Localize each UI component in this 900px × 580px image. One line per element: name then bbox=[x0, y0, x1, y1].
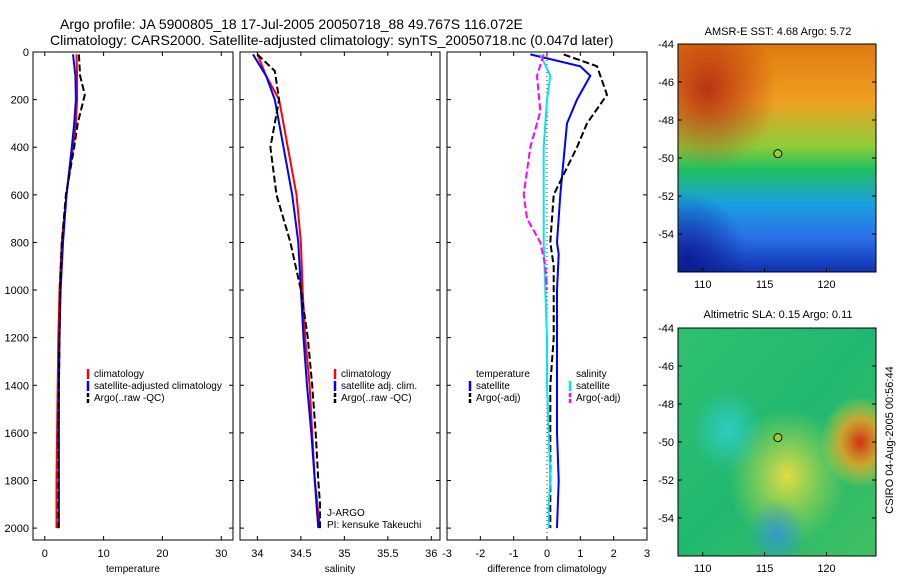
x-tick-label: 35.5 bbox=[377, 548, 398, 560]
legend-label: temperature bbox=[476, 369, 530, 380]
y-tick-label: 200 bbox=[11, 95, 29, 107]
legend-label: satellite bbox=[476, 381, 510, 392]
sla-map-panel: Altimetric SLA: 0.15 Argo: 0.11 110 115 12… bbox=[658, 309, 877, 575]
series-line bbox=[539, 53, 552, 529]
x-tick-label: 35 bbox=[338, 548, 350, 560]
x-tick-label: 1 bbox=[577, 548, 583, 560]
series-line bbox=[530, 53, 592, 529]
y-tick-label: 400 bbox=[11, 142, 29, 154]
x-tick-label: 0 bbox=[544, 548, 550, 560]
legend-label: climatology bbox=[341, 369, 391, 380]
y-tick-label: 1600 bbox=[5, 428, 29, 440]
legend-label: Argo(-adj) bbox=[576, 393, 620, 404]
map-y-tick-label: -52 bbox=[658, 191, 674, 203]
sla-map-title: Altimetric SLA: 0.15 Argo: 0.11 bbox=[704, 309, 853, 321]
map-y-tick-label: -52 bbox=[658, 475, 674, 487]
y-tick-label: 1000 bbox=[5, 285, 29, 297]
sst-map-panel: AMSR-E SST: 4.68 Argo: 5.72 110 115 120 -44… bbox=[658, 26, 877, 291]
legend-label: satellite-adjusted climatology bbox=[94, 381, 222, 392]
y-tick-label: 1800 bbox=[5, 475, 29, 487]
plot-frame bbox=[32, 51, 234, 541]
series-line bbox=[522, 54, 548, 291]
series-line bbox=[256, 54, 321, 529]
map-y-tick-label: -50 bbox=[658, 437, 674, 449]
series-line bbox=[256, 53, 321, 529]
temperature-panel: 0 10 20 30 temperature 0 200 400 600 800 1000 1200 1… bbox=[5, 47, 234, 575]
x-axis-label: salinity bbox=[325, 564, 356, 575]
y-tick-label: 1400 bbox=[5, 380, 29, 392]
x-tick-label: -1 bbox=[509, 548, 519, 560]
map-x-tick-label: 110 bbox=[694, 563, 712, 575]
y-tick-label: 600 bbox=[11, 190, 29, 202]
y-tick-label: 800 bbox=[11, 237, 29, 249]
float-location-marker bbox=[773, 433, 783, 443]
series-line bbox=[549, 53, 609, 529]
map-x-tick-label: 115 bbox=[756, 279, 774, 291]
salinity-panel: 34 34.5 35 35.5 36 salinity climatologysatelli… bbox=[239, 51, 441, 575]
legend-label: salinity bbox=[576, 369, 607, 380]
legend-label: climatology bbox=[94, 369, 144, 380]
plot-frame bbox=[239, 51, 441, 541]
pi-annotation: PI: kensuke Takeuchi bbox=[327, 520, 421, 531]
figure-title-line2: Climatology: CARS2000. Satellite-adjuste… bbox=[50, 32, 613, 48]
map-x-tick-label: 115 bbox=[756, 563, 774, 575]
x-tick-label: 20 bbox=[156, 548, 168, 560]
x-tick-label: 3 bbox=[644, 548, 650, 560]
map-y-tick-label: -54 bbox=[658, 229, 674, 241]
x-tick-label: -2 bbox=[475, 548, 485, 560]
x-tick-label: 0 bbox=[42, 548, 48, 560]
y-tick-label: 2000 bbox=[5, 523, 29, 535]
map-y-tick-label: -48 bbox=[658, 399, 674, 411]
x-tick-label: 30 bbox=[215, 548, 227, 560]
map-y-tick-label: -46 bbox=[658, 361, 674, 373]
map-y-tick-label: -54 bbox=[658, 513, 674, 525]
y-tick-label: 1200 bbox=[5, 333, 29, 345]
x-axis-label: temperature bbox=[106, 564, 160, 575]
map-y-tick-label: -44 bbox=[658, 323, 674, 335]
x-tick-label: -3 bbox=[442, 548, 452, 560]
legend-label: satellite adj. clim. bbox=[341, 381, 417, 392]
map-y-tick-label: -46 bbox=[658, 77, 674, 89]
legend-label: satellite bbox=[576, 381, 610, 392]
x-axis-label: difference from climatology bbox=[487, 564, 606, 575]
side-stamp: CSIRO 04-Aug-2005 00:56:44 bbox=[884, 366, 896, 513]
map-y-tick-label: -44 bbox=[658, 39, 674, 51]
legend-label: Argo(..raw -QC) bbox=[94, 393, 165, 404]
map-x-tick-label: 110 bbox=[694, 279, 712, 291]
series-line bbox=[57, 54, 86, 529]
figure-title-line1: Argo profile: JA 5900805_18 17-Jul-2005 … bbox=[60, 16, 523, 32]
difference-panel: -3 -2 -1 0 1 2 3 difference from climatology tem… bbox=[442, 51, 650, 575]
map-x-tick-label: 120 bbox=[817, 279, 835, 291]
float-location-marker bbox=[773, 149, 783, 159]
x-tick-label: 36 bbox=[425, 548, 437, 560]
series-line bbox=[57, 54, 77, 529]
x-tick-label: 34 bbox=[251, 548, 263, 560]
x-tick-label: 34.5 bbox=[290, 548, 311, 560]
y-tick-label: 0 bbox=[23, 47, 29, 59]
series-line bbox=[252, 53, 320, 529]
map-y-tick-label: -50 bbox=[658, 153, 674, 165]
x-tick-label: 2 bbox=[611, 548, 617, 560]
x-tick-label: 10 bbox=[97, 548, 109, 560]
legend-label: Argo(..raw -QC) bbox=[341, 393, 412, 404]
sst-map-title: AMSR-E SST: 4.68 Argo: 5.72 bbox=[705, 26, 852, 38]
pi-annotation: J-ARGO bbox=[327, 508, 365, 519]
map-x-tick-label: 120 bbox=[817, 563, 835, 575]
legend-label: Argo(-adj) bbox=[476, 393, 520, 404]
map-y-tick-label: -48 bbox=[658, 115, 674, 127]
